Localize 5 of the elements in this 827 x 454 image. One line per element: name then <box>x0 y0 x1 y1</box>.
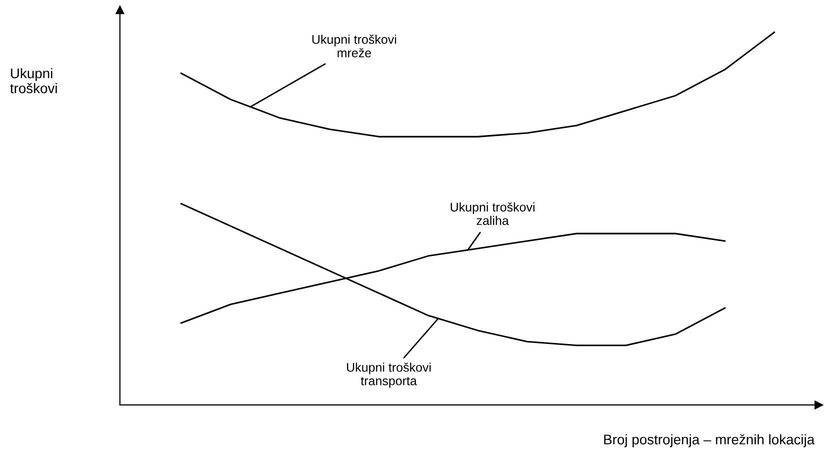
annotation: Ukupni troškovi zaliha <box>450 202 534 226</box>
y-axis-title: Ukupni troškovi <box>10 68 57 94</box>
annotation: Ukupni troškovi transporta <box>347 362 431 388</box>
x-axis-title: Broj postrojenja – mrežnih lokacija <box>604 434 815 448</box>
annotation: Ukupni troškovi mreže <box>312 34 396 58</box>
